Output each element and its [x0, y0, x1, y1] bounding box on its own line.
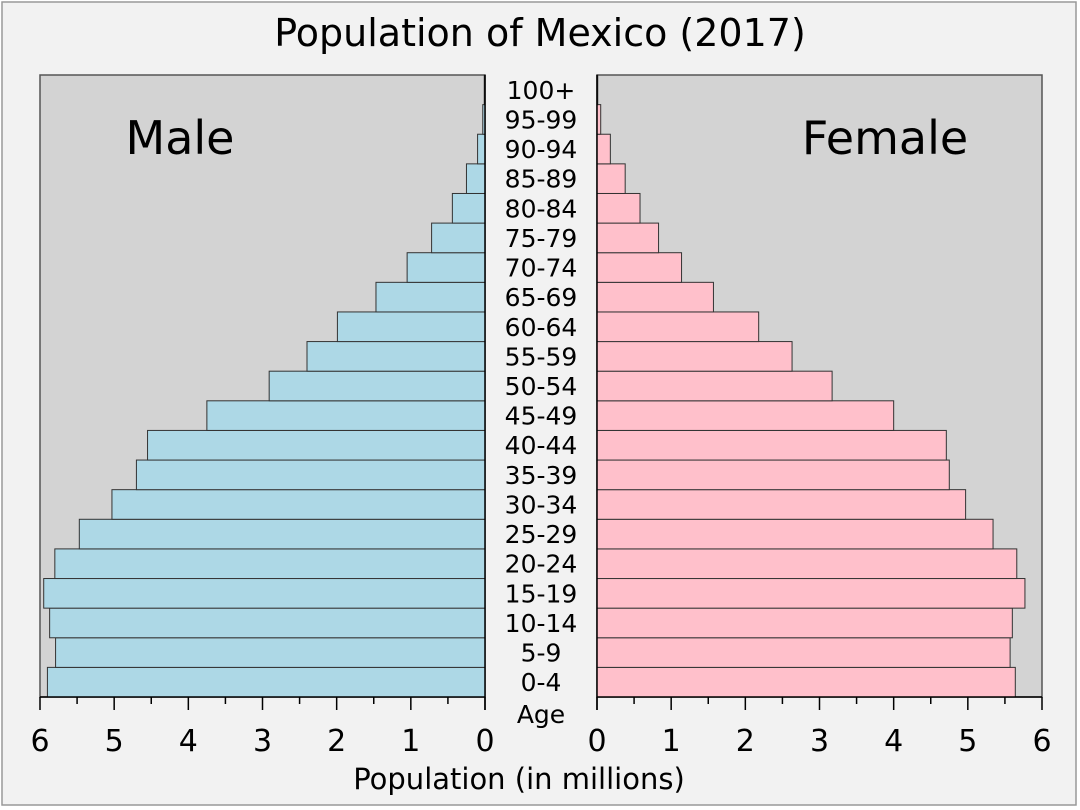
male-bar-20-24 — [54, 548, 486, 580]
female-bar-55-59 — [596, 341, 793, 372]
male-bar-45-49 — [206, 400, 486, 431]
female-bar-70-74 — [596, 252, 683, 283]
female-bar-80-84 — [596, 192, 641, 224]
male-bar-60-64 — [336, 311, 486, 343]
female-bar-10-14 — [596, 607, 1013, 639]
age-label-85-89: 85-89 — [505, 165, 578, 194]
age-label-95-99: 95-99 — [505, 105, 578, 134]
male-bar-65-69 — [375, 281, 486, 313]
age-label-35-39: 35-39 — [505, 461, 578, 490]
female-bar-35-39 — [596, 459, 950, 491]
female-tick-label-6: 6 — [1032, 724, 1051, 759]
age-label-80-84: 80-84 — [505, 194, 578, 223]
female-bar-90-94 — [596, 133, 611, 165]
male-bar-70-74 — [406, 252, 486, 283]
age-label-5-9: 5-9 — [521, 639, 562, 668]
male-bar-55-59 — [306, 341, 486, 372]
age-label-45-49: 45-49 — [505, 402, 578, 431]
female-bar-50-54 — [596, 370, 833, 402]
male-tick-label-4: 4 — [179, 724, 198, 759]
age-axis-title: Age — [517, 700, 565, 729]
female-bar-15-19 — [596, 578, 1026, 609]
female-bar-5-9 — [596, 637, 1011, 668]
age-label-50-54: 50-54 — [505, 372, 578, 401]
female-bar-0-4 — [596, 666, 1016, 698]
age-label-0-4: 0-4 — [521, 668, 562, 697]
age-label-70-74: 70-74 — [505, 254, 578, 283]
female-bar-40-44 — [596, 429, 947, 461]
female-bar-20-24 — [596, 548, 1018, 580]
female-tick-label-4: 4 — [884, 724, 903, 759]
male-bar-75-79 — [431, 222, 486, 254]
female-bar-65-69 — [596, 281, 714, 313]
x-axis-title: Population (in millions) — [353, 762, 685, 796]
male-bar-25-29 — [78, 518, 486, 550]
female-tick-label-0: 0 — [587, 724, 606, 759]
age-label-60-64: 60-64 — [505, 313, 578, 342]
male-bar-40-44 — [147, 429, 486, 461]
age-label-25-29: 25-29 — [505, 520, 578, 549]
male-tick-label-1: 1 — [401, 724, 420, 759]
age-label-10-14: 10-14 — [505, 609, 578, 638]
male-bar-0-4 — [46, 666, 486, 698]
male-side-label: Male — [126, 111, 235, 165]
female-tick-label-3: 3 — [810, 724, 829, 759]
age-labels: 0-45-910-1415-1920-2425-2930-3435-3940-4… — [505, 76, 578, 697]
male-bar-15-19 — [43, 578, 486, 609]
female-bar-25-29 — [596, 518, 994, 550]
male-bar-10-14 — [49, 607, 486, 639]
female-bars — [596, 74, 1026, 698]
female-bar-60-64 — [596, 311, 760, 343]
male-tick-label-6: 6 — [30, 724, 49, 759]
male-bar-50-54 — [268, 370, 486, 402]
age-label-30-34: 30-34 — [505, 490, 578, 519]
female-bar-45-49 — [596, 400, 895, 431]
age-label-75-79: 75-79 — [505, 224, 578, 253]
male-bar-85-89 — [465, 163, 486, 194]
female-bar-30-34 — [596, 489, 967, 520]
age-label-15-19: 15-19 — [505, 579, 578, 608]
age-label-55-59: 55-59 — [505, 342, 578, 371]
female-tick-label-2: 2 — [736, 724, 755, 759]
male-bar-90-94 — [477, 133, 486, 165]
age-label-65-69: 65-69 — [505, 283, 578, 312]
age-label-40-44: 40-44 — [505, 431, 578, 460]
female-tick-label-1: 1 — [662, 724, 681, 759]
chart-title: Population of Mexico (2017) — [274, 11, 806, 55]
male-tick-label-3: 3 — [253, 724, 272, 759]
axes: 0 0 1 1 2 2 3 3 4 4 5 5 6 6 — [30, 75, 1052, 759]
male-tick-label-5: 5 — [105, 724, 124, 759]
female-tick-label-5: 5 — [958, 724, 977, 759]
male-bar-35-39 — [135, 459, 486, 491]
age-label-100+: 100+ — [507, 76, 576, 105]
male-bar-5-9 — [55, 637, 486, 668]
age-label-20-24: 20-24 — [505, 550, 578, 579]
female-side-label: Female — [802, 111, 968, 165]
male-bar-30-34 — [111, 489, 486, 520]
male-bars — [43, 74, 486, 698]
male-tick-label-2: 2 — [327, 724, 346, 759]
male-tick-label-0: 0 — [475, 724, 494, 759]
age-label-90-94: 90-94 — [505, 135, 578, 164]
male-bar-80-84 — [451, 192, 486, 224]
female-bar-75-79 — [596, 222, 660, 254]
female-bar-85-89 — [596, 163, 626, 194]
